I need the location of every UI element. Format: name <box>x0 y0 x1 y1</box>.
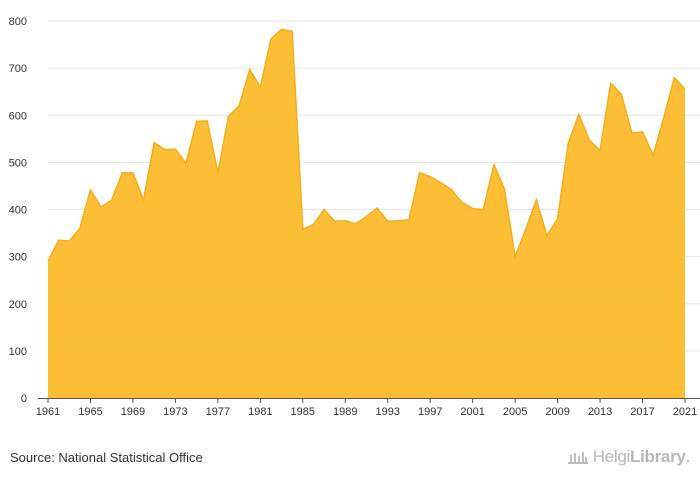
area-series <box>47 28 686 398</box>
y-tick-label-700: 700 <box>9 63 27 75</box>
x-tick-label-2001: 2001 <box>460 406 484 418</box>
x-tick-label-2017: 2017 <box>630 406 654 418</box>
y-tick-label-800: 800 <box>9 16 27 28</box>
y-tick-label-300: 300 <box>9 252 27 264</box>
y-tick-label-100: 100 <box>9 346 27 358</box>
x-tick-labels: 1961 1965 1969 1973 1977 1981 1985 1989 1993 1997… <box>36 406 697 418</box>
x-tick-label-2005: 2005 <box>503 406 527 418</box>
x-tick-label-1977: 1977 <box>206 406 230 418</box>
helgi-library-logo: Helgi Library. <box>567 447 690 467</box>
logo-text-dot: . <box>685 447 691 466</box>
y-tick-label-200: 200 <box>9 299 27 311</box>
y-tick-label-500: 500 <box>9 157 27 169</box>
x-tick-label-1973: 1973 <box>163 406 187 418</box>
logo-text-light: Helgi <box>592 447 631 466</box>
y-tick-labels: 0 100 200 300 400 500 600 700 800 <box>9 16 27 405</box>
library-building-icon <box>567 452 588 464</box>
x-tick-label-2013: 2013 <box>588 406 612 418</box>
x-tick-label-1997: 1997 <box>418 406 442 418</box>
y-tick-label-400: 400 <box>9 205 27 217</box>
area-line <box>47 28 686 262</box>
x-tick-label-1965: 1965 <box>78 406 102 418</box>
x-tick-label-1985: 1985 <box>291 406 315 418</box>
x-tick-label-1993: 1993 <box>375 406 399 418</box>
x-tick-label-1989: 1989 <box>333 406 357 418</box>
y-tick-label-600: 600 <box>9 110 27 122</box>
logo-text-bold: Library <box>630 447 686 466</box>
x-tick-label-2009: 2009 <box>545 406 569 418</box>
x-axis <box>38 398 700 403</box>
x-tick-label-1981: 1981 <box>248 406 272 418</box>
x-tick-label-2021: 2021 <box>673 406 697 418</box>
x-tick-label-1961: 1961 <box>36 406 60 418</box>
y-tick-label-0: 0 <box>21 393 27 405</box>
source-note: Source: National Statistical Office <box>10 450 203 465</box>
area-fill <box>48 29 685 398</box>
x-tick-label-1969: 1969 <box>121 406 145 418</box>
